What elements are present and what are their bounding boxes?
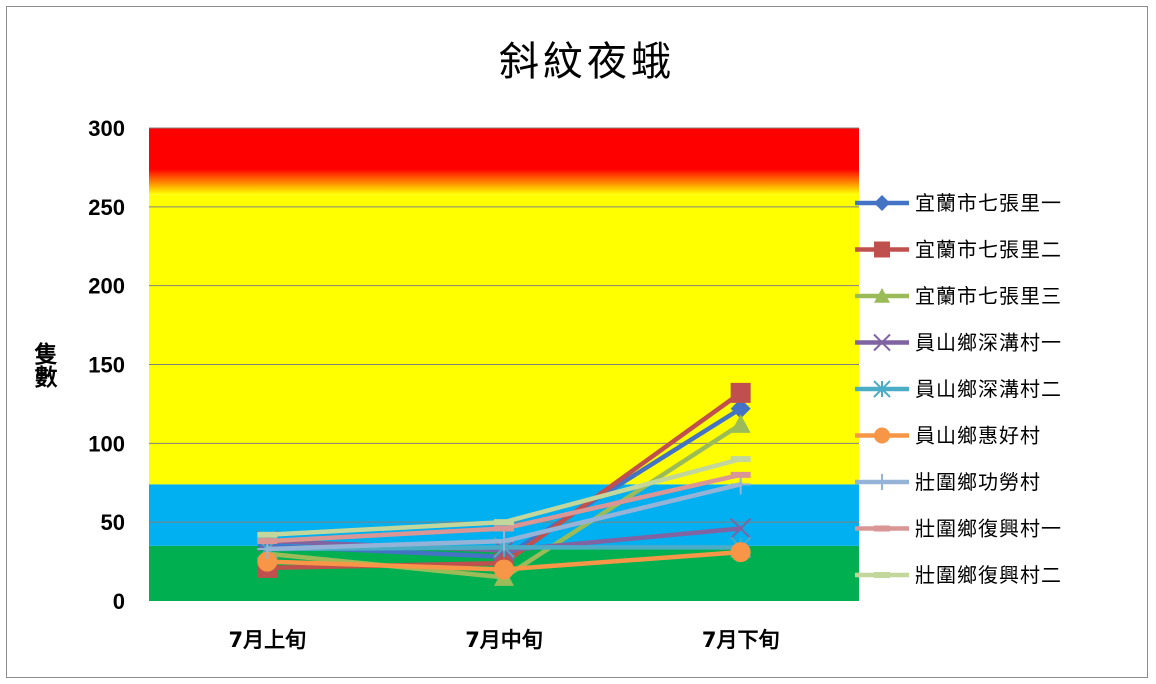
y-axis-label: 隻數 [30,341,59,389]
series-7 [257,474,751,559]
data-point [257,531,278,538]
y-tick-label: 100 [88,431,125,456]
legend-marker [874,241,890,258]
data-point [730,471,751,478]
legend-entry: 宜蘭市七張里一 [855,191,1062,215]
legend-label: 壯圍鄉功勞村 [915,470,1041,494]
data-point [494,525,514,532]
legend-entry: 員山鄉深溝村一 [855,331,1062,355]
series-6 [257,542,751,580]
y-tick-label: 300 [88,116,125,141]
legend-entry: 壯圍鄉復興村一 [855,517,1062,541]
data-point [257,551,278,572]
x-axis-ticks: 7月上旬 7月中旬 7月下旬 [229,628,780,652]
data-point [494,519,514,526]
data-point [730,398,751,419]
legend-entry: 宜蘭市七張里三 [855,284,1062,308]
legend-marker [874,525,890,532]
legend-label: 員山鄉惠好村 [915,424,1041,448]
legend-marker [873,380,891,398]
data-point [730,382,751,403]
x-tick-label: 7月下旬 [702,628,780,652]
y-tick-label: 0 [113,589,125,614]
legend-marker [873,333,891,352]
legend-marker [874,427,890,444]
legend-entry: 員山鄉惠好村 [855,424,1041,448]
legend-label: 宜蘭市七張里一 [915,191,1062,215]
data-point [730,542,751,563]
legend-label: 壯圍鄉復興村二 [915,563,1062,587]
band-3 [149,128,859,195]
legend-marker [874,195,890,211]
legend-label: 員山鄉深溝村二 [915,377,1062,401]
background-bands [149,128,859,601]
series-9 [257,456,751,538]
legend-entry: 員山鄉深溝村二 [855,377,1062,401]
data-point [494,531,514,552]
legend-label: 宜蘭市七張里二 [915,238,1062,262]
legend-entry: 壯圍鄉復興村二 [855,563,1062,587]
data-point [730,456,751,463]
legend-entry: 宜蘭市七張里二 [855,238,1062,262]
legend-label: 宜蘭市七張里三 [915,284,1062,308]
y-tick-label: 50 [101,510,125,535]
y-axis-ticks: 0 50 100 150 200 250 300 [88,116,125,614]
legend-label: 壯圍鄉復興村一 [915,517,1062,541]
band-2 [149,194,859,485]
data-point [730,414,751,433]
chart-title: 斜紋夜蛾 [499,39,675,85]
x-tick-label: 7月上旬 [229,628,307,652]
x-tick-label: 7月中旬 [465,628,543,652]
legend-marker [874,474,890,490]
data-point [494,559,514,580]
legend-label: 員山鄉深溝村一 [915,331,1062,355]
data-point [257,538,278,545]
chart-frame: 斜紋夜蛾 0 50 100 150 200 250 300 隻數 7月上旬 7月中旬 7月下旬 … [6,6,1148,678]
data-point [729,517,752,540]
legend-entry: 壯圍鄉功勞村 [855,470,1041,494]
y-tick-label: 200 [88,274,125,299]
y-tick-label: 150 [88,353,125,378]
legend-marker [874,572,890,578]
series-lines [256,382,752,586]
y-tick-label: 250 [88,195,125,220]
legend: 宜蘭市七張里一宜蘭市七張里二宜蘭市七張里三員山鄉深溝村一員山鄉深溝村二員山鄉惠好… [855,191,1062,587]
series-8 [257,471,751,545]
legend-marker [874,288,890,303]
